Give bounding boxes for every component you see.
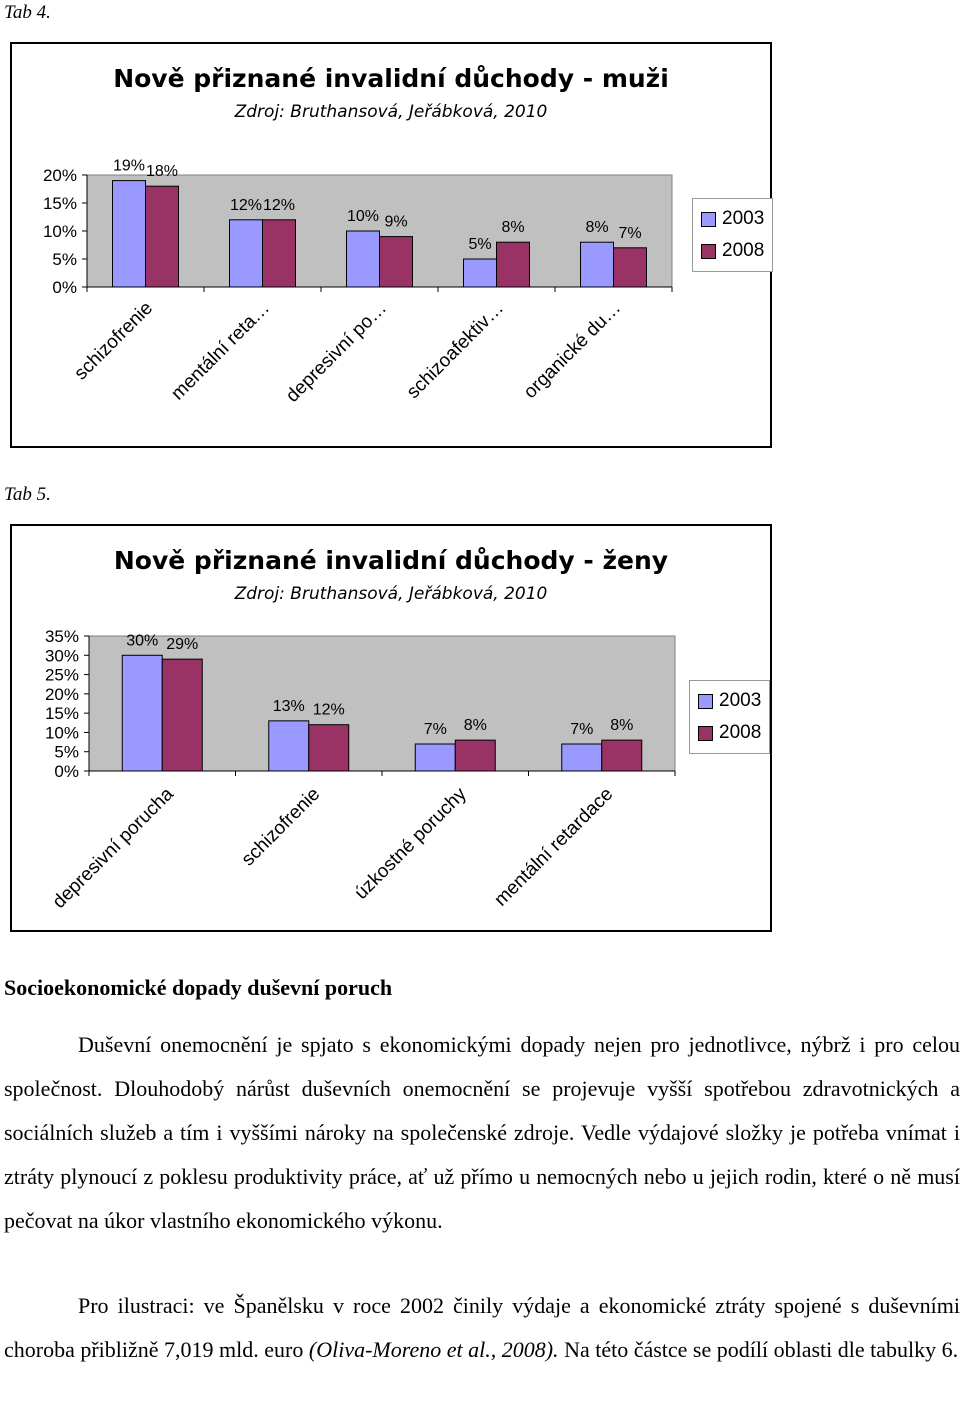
data-label: 30% — [126, 632, 158, 649]
paragraph-1: Duševní onemocnění je spjato s ekonomick… — [4, 1023, 960, 1243]
category-label: schizofrenie — [70, 298, 157, 385]
category-label: depresivní porucha — [49, 783, 178, 912]
data-label: 29% — [166, 636, 198, 653]
chart-subtitle: Zdroj: Bruthansová, Jeřábková, 2010 — [234, 102, 548, 122]
chart-title: Nově přiznané invalidní důchody - muži — [113, 64, 669, 93]
legend-swatch-2008 — [701, 243, 716, 259]
category-label: depresivní po… — [282, 298, 391, 407]
y-tick-label: 35% — [45, 627, 79, 646]
bar-2008 — [145, 185, 179, 288]
caption-tab4: Tab 4. — [4, 2, 51, 23]
paragraph-2: Pro ilustraci: ve Španělsku v roce 2002 … — [4, 1284, 960, 1372]
chart-plot-men: 0% 5% 10% 15% 20% 19% 18% schizofrenie 12% 12% men… — [43, 158, 673, 407]
y-tick-label: 30% — [45, 646, 79, 665]
bar-2003 — [121, 654, 163, 772]
bar-2003 — [229, 219, 263, 288]
data-label: 18% — [146, 163, 178, 180]
legend-label-2003: 2003 — [719, 690, 762, 711]
data-label: 5% — [468, 236, 491, 253]
chart-men: Nově přiznané invalidní důchody - muži Z… — [10, 42, 774, 448]
y-tick-label: 25% — [45, 666, 79, 685]
y-tick-label: 15% — [43, 194, 77, 213]
category-label: úzkostné poruchy — [351, 783, 472, 904]
data-label: 12% — [230, 197, 262, 214]
legend-item-2003: 2003 — [698, 685, 761, 717]
y-tick-label: 5% — [54, 743, 79, 762]
data-label: 8% — [464, 717, 487, 734]
citation: (Oliva-Moreno et al., 2008). — [308, 1337, 559, 1362]
bar-2003 — [112, 180, 146, 288]
y-tick-label: 5% — [52, 250, 77, 269]
chart-plot-women: 0%5%10%15%20%25%30%35% 30% 29%depresivní p… — [45, 627, 676, 913]
legend-label-2008: 2008 — [719, 722, 762, 743]
data-label: 8% — [610, 717, 633, 734]
data-label: 7% — [618, 225, 641, 242]
chart-subtitle: Zdroj: Bruthansová, Jeřábková, 2010 — [234, 584, 548, 604]
y-tick-label: 10% — [43, 222, 77, 241]
legend-item-2003: 2003 — [701, 203, 764, 235]
bar-2008 — [161, 658, 203, 772]
data-label: 8% — [501, 219, 524, 236]
chart-title: Nově přiznané invalidní důchody - ženy — [113, 546, 669, 575]
bar-2003 — [561, 743, 603, 772]
bar-2008 — [379, 236, 413, 288]
y-tick-label: 20% — [45, 685, 79, 704]
bar-2008 — [308, 724, 350, 772]
paragraph-1-text: Duševní onemocnění je spjato s ekonomick… — [4, 1032, 960, 1233]
y-tick-label: 10% — [45, 723, 79, 742]
data-label: 7% — [424, 721, 447, 738]
data-label: 8% — [585, 219, 608, 236]
legend-swatch-2003 — [698, 693, 713, 709]
legend-swatch-2003 — [701, 211, 716, 227]
data-label: 7% — [570, 721, 593, 738]
bar-2003 — [580, 241, 614, 288]
bar-2003 — [414, 743, 456, 772]
bar-2008 — [496, 241, 530, 288]
category-label: organické du… — [520, 298, 625, 403]
legend-label-2003: 2003 — [722, 208, 765, 229]
data-label: 12% — [263, 197, 295, 214]
y-tick-label: 0% — [54, 762, 79, 781]
chart-legend: 2003 2008 — [689, 680, 771, 754]
category-label: mentální reta… — [167, 298, 274, 405]
paragraph-2-text: Pro ilustraci: ve Španělsku v roce 2002 … — [4, 1293, 960, 1362]
chart-legend: 2003 2008 — [692, 198, 774, 272]
paragraph-2-tail: Na této částce se podílí oblasti dle tab… — [558, 1337, 959, 1362]
section-heading: Socioekonomické dopady duševní poruch — [4, 975, 393, 1000]
chart-women: Nově přiznané invalidní důchody - ženy Z… — [10, 524, 772, 932]
data-label: 12% — [313, 702, 345, 719]
legend-item-2008: 2008 — [698, 717, 761, 749]
y-tick-label: 0% — [52, 278, 77, 297]
y-tick-label: 20% — [43, 166, 77, 185]
data-label: 10% — [347, 208, 379, 225]
legend-swatch-2008 — [698, 725, 713, 741]
category-label: schizoafektiv… — [403, 298, 508, 403]
bar-2003 — [268, 720, 310, 772]
data-label: 19% — [113, 158, 145, 175]
bar-2008 — [454, 739, 496, 772]
caption-tab5: Tab 5. — [4, 484, 51, 505]
bar-2003 — [346, 230, 380, 288]
data-label: 9% — [384, 214, 407, 231]
bar-2008 — [601, 739, 643, 772]
category-label: mentální retardace — [490, 784, 617, 911]
bar-2003 — [463, 258, 497, 288]
legend-label-2008: 2008 — [722, 240, 765, 261]
bar-2008 — [613, 247, 647, 288]
category-label: schizofrenie — [238, 784, 325, 871]
bar-2008 — [262, 219, 296, 288]
y-tick-label: 15% — [45, 704, 79, 723]
legend-item-2008: 2008 — [701, 235, 764, 267]
data-label: 13% — [273, 698, 305, 715]
